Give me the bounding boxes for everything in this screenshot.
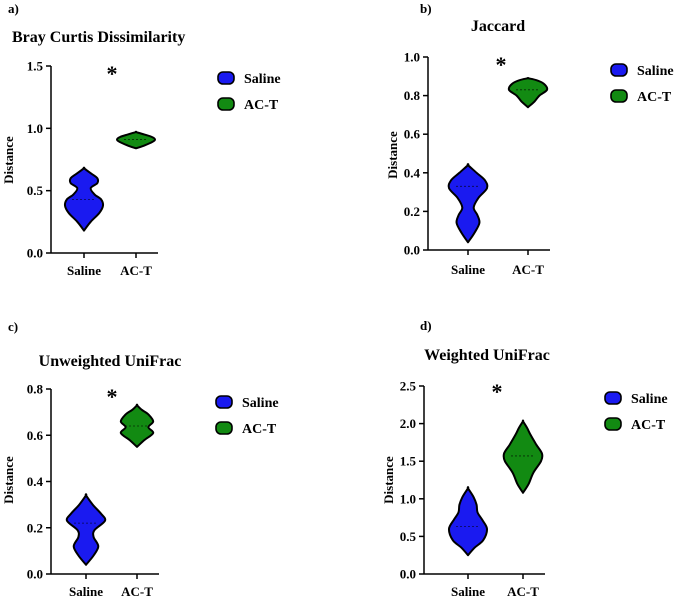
- y-tick-label: 0.4: [27, 474, 44, 489]
- violin-saline: [447, 163, 489, 244]
- y-tick-label: 0.0: [404, 243, 420, 258]
- y-tick-label: 0.2: [404, 204, 420, 219]
- y-tick-label: 0.5: [400, 529, 417, 544]
- legend-swatch-saline: [604, 391, 622, 405]
- legend-label-saline: Saline: [631, 392, 668, 407]
- legend-swatch-saline: [610, 63, 628, 77]
- y-tick-label: 0.6: [27, 428, 44, 443]
- violin-act: [507, 76, 549, 109]
- significance-star: *: [107, 384, 118, 409]
- legend-label-saline: Saline: [637, 64, 674, 79]
- y-tick-label: 1.5: [27, 59, 44, 74]
- legend-swatch-act: [215, 421, 233, 435]
- panel-label: d): [420, 318, 432, 333]
- chart-title: Bray Curtis Dissimilarity: [12, 29, 185, 46]
- violin-saline: [65, 493, 107, 566]
- x-tick-label-act: AC-T: [507, 584, 539, 597]
- y-axis-label: Distance: [381, 456, 396, 504]
- y-tick-label: 2.0: [400, 416, 416, 431]
- y-tick-label: 1.0: [400, 491, 416, 506]
- x-tick-label-saline: Saline: [451, 584, 485, 597]
- legend-label-act: AC-T: [631, 418, 666, 433]
- chart-panel-d: d) Weighted UniFrac Distance 0.0 0.5 1.0 1.5 2.…: [381, 318, 668, 597]
- x-tick-label-act: AC-T: [121, 584, 153, 597]
- y-tick-label: 0.8: [27, 382, 44, 397]
- y-tick-label: 0.0: [400, 567, 416, 582]
- x-tick-label-saline: Saline: [451, 262, 485, 277]
- y-tick-label: 1.0: [404, 50, 420, 65]
- chart-panel-a: a) Bray Curtis Dissimilarity Distance 0.0 0.…: [1, 1, 281, 278]
- chart-panel-c: c) Unweighted UniFrac Distance 0.0 0.2 0.4 0.6…: [1, 319, 279, 597]
- x-tick-label-act: AC-T: [120, 263, 152, 278]
- y-tick-label: 0.0: [27, 246, 43, 261]
- y-tick-label: 0.0: [27, 567, 43, 582]
- legend-swatch-act: [217, 97, 235, 111]
- panel-label: b): [420, 1, 432, 16]
- violin-saline: [447, 486, 489, 557]
- violin-act: [502, 419, 544, 494]
- y-tick-label: 0.5: [27, 183, 44, 198]
- significance-star: *: [107, 61, 118, 86]
- y-axis-label: Distance: [385, 131, 400, 179]
- chart-title: Jaccard: [471, 18, 525, 35]
- x-tick-label-saline: Saline: [69, 584, 103, 597]
- legend-label-saline: Saline: [242, 396, 279, 411]
- y-tick-label: 0.2: [27, 520, 43, 535]
- y-tick-label: 0.8: [404, 88, 421, 103]
- violin-act: [116, 130, 156, 150]
- chart-title: Weighted UniFrac: [424, 347, 550, 364]
- significance-star: *: [496, 52, 507, 77]
- chart-panel-b: b) Jaccard Distance 0.0 0.2 0.4 0.6 0.8 1.0 Salin…: [385, 1, 674, 277]
- legend-label-act: AC-T: [244, 98, 279, 113]
- panel-label: c): [8, 319, 18, 334]
- y-tick-label: 0.4: [404, 165, 421, 180]
- legend-swatch-act: [604, 417, 622, 431]
- y-tick-label: 1.0: [27, 121, 43, 136]
- legend-swatch-act: [610, 89, 628, 103]
- panel-label: a): [8, 1, 19, 16]
- y-axis-label: Distance: [1, 136, 16, 184]
- x-tick-label-saline: Saline: [67, 263, 101, 278]
- x-tick-label-act: AC-T: [512, 262, 544, 277]
- y-tick-label: 0.6: [404, 127, 421, 142]
- legend-swatch-saline: [217, 71, 235, 85]
- y-axis-label: Distance: [1, 456, 16, 504]
- legend-swatch-saline: [215, 395, 233, 409]
- legend-label-saline: Saline: [244, 72, 281, 87]
- legend-label-act: AC-T: [637, 90, 672, 105]
- chart-title: Unweighted UniFrac: [39, 353, 182, 370]
- y-tick-label: 2.5: [400, 379, 417, 394]
- y-tick-label: 1.5: [400, 454, 417, 469]
- legend-label-act: AC-T: [242, 422, 277, 437]
- significance-star: *: [492, 379, 503, 404]
